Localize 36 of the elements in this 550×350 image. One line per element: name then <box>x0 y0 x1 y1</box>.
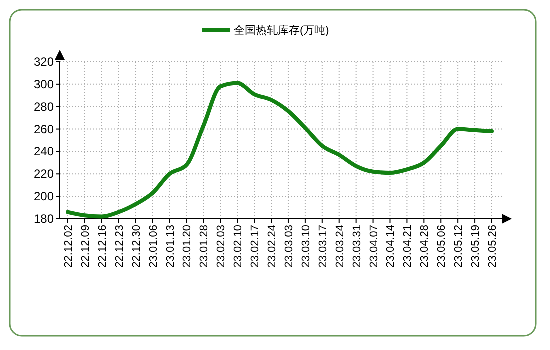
x-tick-label: 23.02.10 <box>232 225 245 268</box>
y-tick-label: 220 <box>34 167 54 182</box>
y-tick-label: 320 <box>34 55 54 69</box>
x-tick-label: 23.02.03 <box>216 225 228 268</box>
x-tick-label: 23.01.28 <box>198 225 211 268</box>
x-tick-label: 23.05.26 <box>487 225 499 268</box>
x-tick-label: 23.01.13 <box>164 225 177 268</box>
x-tick-label: 23.04.07 <box>368 225 380 268</box>
x-tick-label: 23.05.19 <box>470 225 482 268</box>
x-tick-label: 23.04.14 <box>385 225 398 268</box>
x-tick-label: 23.05.06 <box>436 225 448 268</box>
y-tick-label: 300 <box>34 77 54 92</box>
x-tick-label: 22.12.02 <box>63 225 75 268</box>
x-tick-label: 23.01.20 <box>182 225 194 268</box>
x-tick-label: 22.12.16 <box>96 225 109 268</box>
x-tick-label: 23.01.06 <box>148 225 160 268</box>
x-tick-label: 23.03.03 <box>283 225 296 268</box>
x-tick-label: 23.03.17 <box>317 225 330 268</box>
y-tick-label: 180 <box>34 212 54 226</box>
y-tick-label: 200 <box>34 190 54 204</box>
x-tick-label: 22.12.30 <box>130 225 143 268</box>
y-tick-label: 280 <box>34 100 54 114</box>
x-tick-label: 23.02.17 <box>250 225 262 268</box>
x-tick-label: 23.03.10 <box>300 225 312 268</box>
x-tick-label: 23.04.28 <box>419 225 432 268</box>
x-tick-label: 22.12.09 <box>80 225 92 268</box>
y-tick-label: 260 <box>34 122 54 136</box>
x-tick-label: 23.02.24 <box>266 225 279 268</box>
x-tick-label: 23.05.12 <box>453 225 466 268</box>
x-tick-label: 23.03.31 <box>351 225 364 268</box>
legend-label: 全国热轧库存(万吨) <box>234 24 330 37</box>
y-tick-label: 240 <box>34 144 54 159</box>
line-series <box>66 81 494 219</box>
x-tick-label: 23.03.24 <box>334 225 346 268</box>
x-tick-label: 22.12.23 <box>114 225 126 268</box>
x-tick-label: 23.04.21 <box>402 225 414 268</box>
